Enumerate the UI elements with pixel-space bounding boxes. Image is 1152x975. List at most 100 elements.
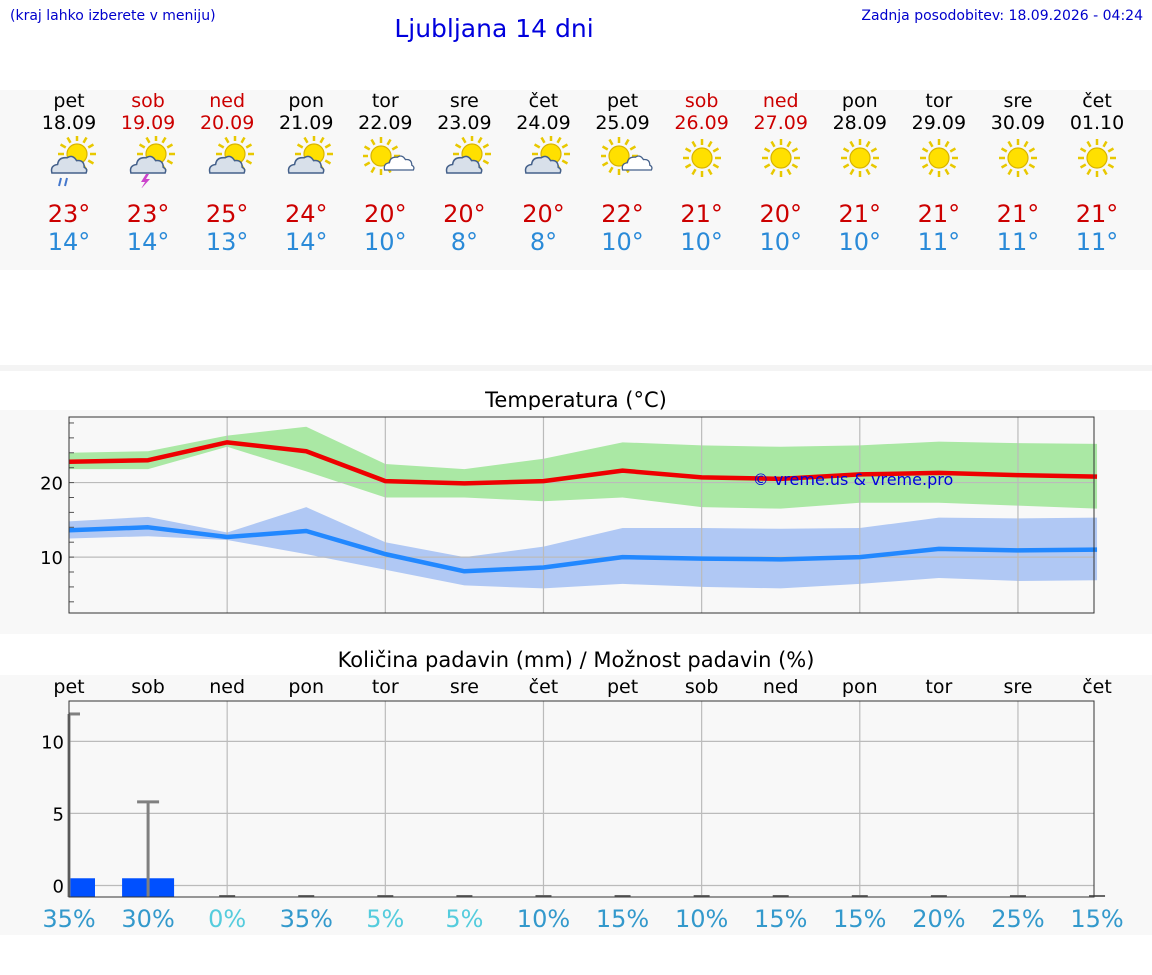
- precipitation-chance: 0%: [208, 905, 246, 933]
- day-name: ned: [209, 90, 246, 112]
- max-temperature: 24°: [284, 200, 328, 228]
- day-name: sre: [1003, 90, 1033, 112]
- day-date: 29.09: [911, 112, 967, 134]
- day-date: 21.09: [279, 112, 334, 134]
- sun-icon: [759, 136, 815, 188]
- sun-cloud-icon: [442, 135, 498, 188]
- min-temperature: 14°: [284, 228, 328, 256]
- max-temperature: 21°: [838, 200, 882, 228]
- precipitation-chart: pet sob ned pon tor sre čet pet sob ned pon tor sre č…: [41, 676, 1124, 933]
- x-category-label: pon: [288, 676, 324, 698]
- sun-cloud-rain-icon: [47, 135, 103, 188]
- day-name: pon: [288, 90, 325, 112]
- x-category-label: sob: [131, 676, 165, 698]
- precipitation-chance: 15%: [754, 905, 807, 933]
- min-temperature: 10°: [680, 228, 723, 256]
- day-date: 30.09: [990, 112, 1046, 134]
- day-date: 25.09: [595, 112, 650, 134]
- x-category-label: pet: [53, 676, 84, 698]
- day-date: 26.09: [674, 112, 729, 134]
- min-temperature: 10°: [838, 228, 882, 256]
- sun-cloud-icon: [521, 135, 577, 188]
- page-title: Ljubljana 14 dni: [394, 14, 594, 43]
- precipitation-chance: 10%: [517, 905, 570, 933]
- watermark: © vreme.us & vreme.pro: [753, 470, 954, 489]
- sun-cloud-icon: [284, 135, 340, 188]
- y-tick-label: 0: [53, 876, 64, 897]
- max-temperature: 25°: [205, 200, 249, 228]
- plot-border: [68, 700, 1095, 898]
- plot-border: [68, 416, 1095, 614]
- day-name: sob: [131, 90, 165, 112]
- day-name: tor: [371, 90, 399, 112]
- min-temperature: 14°: [47, 228, 91, 256]
- x-category-label: ned: [763, 676, 799, 698]
- max-temperature: 20°: [522, 200, 565, 228]
- min-temperature: 8°: [450, 228, 479, 256]
- sun-icon: [917, 136, 973, 188]
- min-temperature: 10°: [759, 228, 802, 256]
- day-date: 28.09: [832, 112, 887, 134]
- x-category-label: sre: [450, 676, 479, 698]
- region-hint: (kraj lahko izberete v meniju): [10, 8, 216, 24]
- min-temperature: 10°: [364, 228, 407, 256]
- sun-small-cloud-icon: [599, 136, 657, 188]
- forecast-days-strip: pet 18.09 23° 14° sob 19.09 23° 14° ned 20.09 2…: [0, 90, 1152, 270]
- max-temperature: 21°: [917, 200, 961, 228]
- min-temperature: 14°: [126, 228, 170, 256]
- min-temperature: 11°: [1075, 228, 1119, 256]
- min-temperature: 11°: [917, 228, 961, 256]
- x-category-label: sre: [1003, 676, 1032, 698]
- max-temperature: 22°: [601, 200, 644, 228]
- sun-icon: [838, 136, 894, 188]
- x-category-label: čet: [1082, 676, 1112, 698]
- sun-cloud-icon: [205, 135, 261, 188]
- sun-icon: [1075, 136, 1131, 188]
- temperature-line: [68, 525, 1098, 574]
- y-tick-label: 5: [53, 804, 64, 825]
- sun-icon: [996, 136, 1052, 188]
- day-name: sre: [449, 90, 479, 112]
- max-temperature: 20°: [759, 200, 802, 228]
- day-date: 20.09: [199, 112, 255, 134]
- day-date: 22.09: [358, 112, 413, 134]
- min-temperature: 11°: [996, 228, 1040, 256]
- max-temperature: 20°: [443, 200, 486, 228]
- plot-area: [69, 701, 1094, 897]
- temperature-chart: 10 20 © vreme.us & vreme.pro: [40, 416, 1098, 614]
- precipitation-bar: [69, 878, 95, 897]
- day-date: 27.09: [753, 112, 808, 134]
- temperature-line: [68, 440, 1098, 486]
- day-date: 24.09: [516, 112, 571, 134]
- x-category-label: pon: [842, 676, 878, 698]
- max-temperature: 21°: [680, 200, 723, 228]
- temperature-range-band: [69, 426, 1098, 509]
- day-date: 01.10: [1069, 112, 1125, 134]
- day-date: 19.09: [120, 112, 176, 134]
- precipitation-chance: 20%: [912, 905, 965, 933]
- min-temperature: 10°: [601, 228, 644, 256]
- day-name: ned: [762, 90, 799, 112]
- max-temperature: 21°: [996, 200, 1040, 228]
- min-temperature: 13°: [205, 228, 249, 256]
- day-name: čet: [1082, 90, 1112, 112]
- precipitation-chance: 15%: [833, 905, 886, 933]
- x-category-label: čet: [529, 676, 559, 698]
- y-tick-label: 10: [40, 548, 63, 569]
- max-temperature: 23°: [47, 200, 91, 228]
- x-category-label: tor: [372, 676, 399, 698]
- day-name: pet: [53, 90, 85, 112]
- max-temperature: 21°: [1075, 200, 1119, 228]
- x-category-label: ned: [209, 676, 245, 698]
- day-name: pet: [606, 90, 639, 112]
- y-tick-label: 10: [41, 732, 64, 753]
- sun-icon: [680, 136, 736, 188]
- day-name: čet: [528, 90, 559, 112]
- precipitation-chance: 25%: [991, 905, 1044, 933]
- day-name: tor: [925, 90, 953, 112]
- sun-cloud-storm-icon: [126, 135, 182, 189]
- max-temperature: 20°: [364, 200, 407, 228]
- sun-small-cloud-icon: [362, 136, 419, 188]
- precipitation-chart-panel: pet sob ned pon tor sre čet pet sob ned pon tor sre č…: [0, 675, 1152, 935]
- x-category-label: pet: [607, 676, 638, 698]
